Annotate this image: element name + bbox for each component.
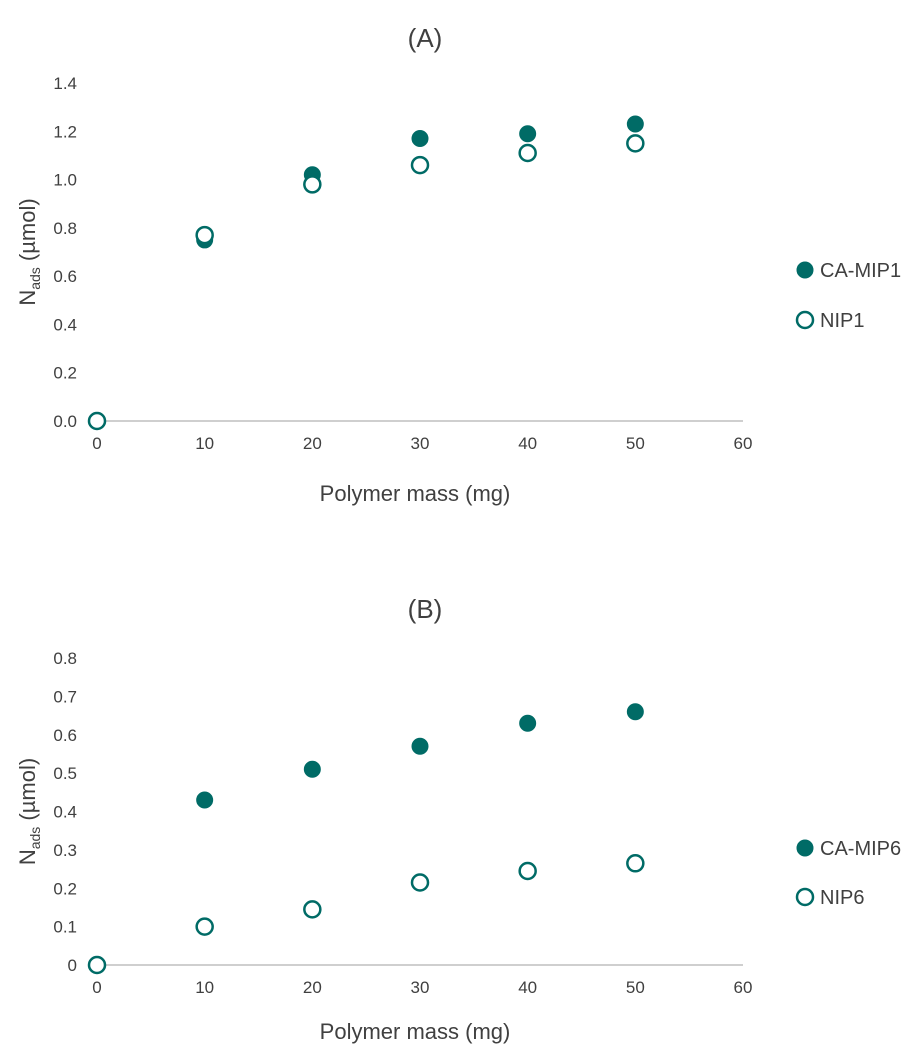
x-tick-label: 40	[518, 434, 537, 453]
data-point	[518, 143, 537, 163]
data-point	[518, 861, 537, 881]
y-tick-label: 1.4	[53, 74, 77, 93]
data-point	[410, 873, 430, 892]
series-nip6	[87, 854, 645, 975]
x-tick-label: 20	[303, 434, 322, 453]
y-tick-label: 0.2	[53, 364, 77, 383]
chart-title: (B)	[408, 594, 443, 624]
data-point	[411, 737, 429, 755]
data-point	[519, 125, 537, 143]
y-tick-label: 0.6	[53, 267, 77, 286]
legend-label: NIP6	[820, 887, 864, 909]
data-point	[87, 955, 107, 975]
x-tick-label: 30	[411, 978, 430, 997]
y-axis-label: Nads (µmol)	[15, 758, 43, 865]
y-tick-label: 0	[68, 956, 77, 975]
x-tick-label: 50	[626, 978, 645, 997]
legend-marker	[795, 310, 815, 330]
data-point	[195, 917, 214, 936]
y-axis-label-unit: (µmol)	[15, 198, 40, 267]
legend: CA-MIP1 NIP1	[795, 260, 901, 332]
y-tick-label: 1.2	[53, 122, 77, 141]
legend-marker	[796, 839, 814, 857]
y-tick-label: 0.7	[53, 687, 77, 706]
data-point	[87, 411, 107, 431]
series-nip1	[87, 134, 645, 431]
legend-label: CA-MIP6	[820, 838, 901, 860]
y-tick-label: 0.0	[53, 412, 77, 431]
y-tick-label: 0.3	[53, 841, 77, 860]
y-tick-label: 0.4	[53, 315, 77, 334]
legend: CA-MIP6 NIP6	[795, 838, 901, 909]
y-axis-label-subscript: ads	[27, 827, 43, 850]
data-point	[411, 130, 429, 148]
y-tick-label: 0.1	[53, 918, 77, 937]
x-tick-label: 50	[626, 434, 645, 453]
x-tick-label: 60	[734, 978, 753, 997]
x-tick-label: 10	[195, 434, 214, 453]
data-point	[303, 175, 322, 194]
x-tick-label: 20	[303, 978, 322, 997]
legend-label: CA-MIP1	[820, 260, 901, 282]
y-tick-label: 0.8	[53, 219, 77, 238]
x-tick-label: 10	[195, 978, 214, 997]
x-tick-label: 60	[734, 434, 753, 453]
y-axis-label-unit: (µmol)	[15, 758, 40, 827]
y-tick-label: 0.6	[53, 726, 77, 745]
chart-panel-a: (A) 0 10 20 30 40 50 60 0.0 0.2 0.4 0.6 0.8 1.0 1.2 1.4…	[15, 23, 901, 506]
y-tick-label: 0.8	[53, 649, 77, 668]
y-axis-label-main: N	[15, 290, 40, 306]
legend-marker	[795, 887, 815, 907]
x-tick-label: 30	[411, 434, 430, 453]
y-axis-label: Nads (µmol)	[15, 198, 43, 305]
x-tick-label: 40	[518, 978, 537, 997]
y-tick-label: 0.2	[53, 879, 77, 898]
x-tick-label: 0	[92, 434, 101, 453]
chart-title: (A)	[408, 23, 443, 53]
y-tick-label: 0.5	[53, 764, 77, 783]
data-point	[626, 134, 645, 153]
data-point	[303, 900, 322, 919]
legend-marker	[796, 261, 814, 279]
data-point	[303, 760, 321, 778]
chart-panel-b: (B) 0 10 20 30 40 50 60 0 0.1 0.2 0.3 0.4 0.5 0.6 0.7 0.…	[15, 594, 901, 1044]
x-axis-label: Polymer mass (mg)	[320, 481, 511, 506]
data-point	[519, 714, 537, 732]
x-tick-label: 0	[92, 978, 101, 997]
series-ca-mip1	[88, 115, 644, 430]
data-point	[626, 115, 644, 133]
data-point	[626, 854, 645, 873]
y-axis-label-subscript: ads	[27, 267, 43, 290]
data-point	[626, 703, 644, 721]
legend-label: NIP1	[820, 310, 864, 332]
x-axis-label: Polymer mass (mg)	[320, 1019, 511, 1044]
data-point	[410, 155, 430, 175]
y-tick-label: 1.0	[53, 171, 77, 190]
data-point	[195, 225, 214, 245]
y-axis-label-main: N	[15, 849, 40, 865]
y-tick-label: 0.4	[53, 803, 77, 822]
series-ca-mip6	[88, 703, 644, 974]
data-point	[196, 791, 214, 809]
